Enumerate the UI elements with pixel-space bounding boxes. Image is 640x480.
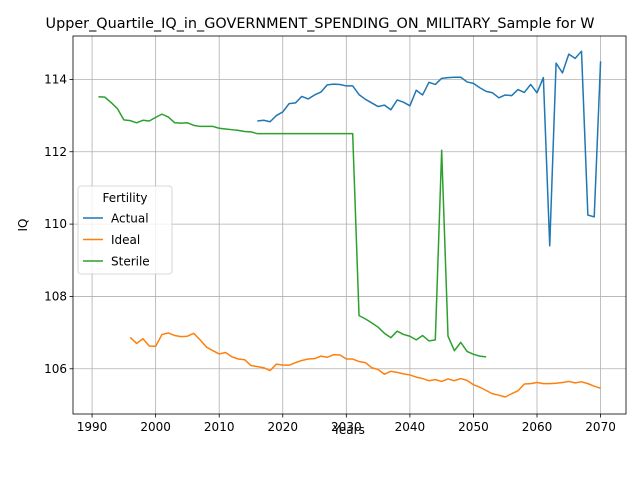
series-line-sterile [98,96,487,358]
legend-label-sterile: Sterile [111,255,150,269]
axis-ticks: 1990 2000 2010 2020 2030 2040 2050 2060 2070 106 1… [44,72,616,434]
y-axis-label: IQ [16,219,30,232]
series-line-actual [257,50,602,247]
x-tick-label: 2020 [267,420,298,434]
legend-box [77,185,173,275]
series-line-ideal [129,332,601,398]
legend-entries: Actual Ideal Sterile [83,212,150,269]
x-tick-label: 2060 [522,420,553,434]
y-tick-label: 110 [44,217,67,231]
x-tick-label: 2050 [458,420,489,434]
y-tick-label: 112 [44,145,67,159]
y-tick-label: 108 [44,289,67,303]
x-tick-label: 2030 [331,420,362,434]
plot-frame [72,35,627,415]
x-tick-label: 2070 [585,420,616,434]
x-tick-label: 2040 [395,420,426,434]
y-tick-label: 114 [44,72,67,86]
legend-title: Fertility [102,191,147,205]
series-group [98,50,602,398]
x-tick-label: 2010 [204,420,235,434]
x-axis-label: Years [332,423,365,437]
legend-label-actual: Actual [111,212,149,226]
y-tick-label: 106 [44,362,67,376]
x-tick-label: 2000 [140,420,171,434]
chart-title: Upper_Quartile_IQ_in_GOVERNMENT_SPENDING… [46,16,595,32]
legend: Fertility Actual Ideal Sterile [77,185,173,275]
x-tick-label: 1990 [77,420,108,434]
legend-label-ideal: Ideal [111,233,140,247]
